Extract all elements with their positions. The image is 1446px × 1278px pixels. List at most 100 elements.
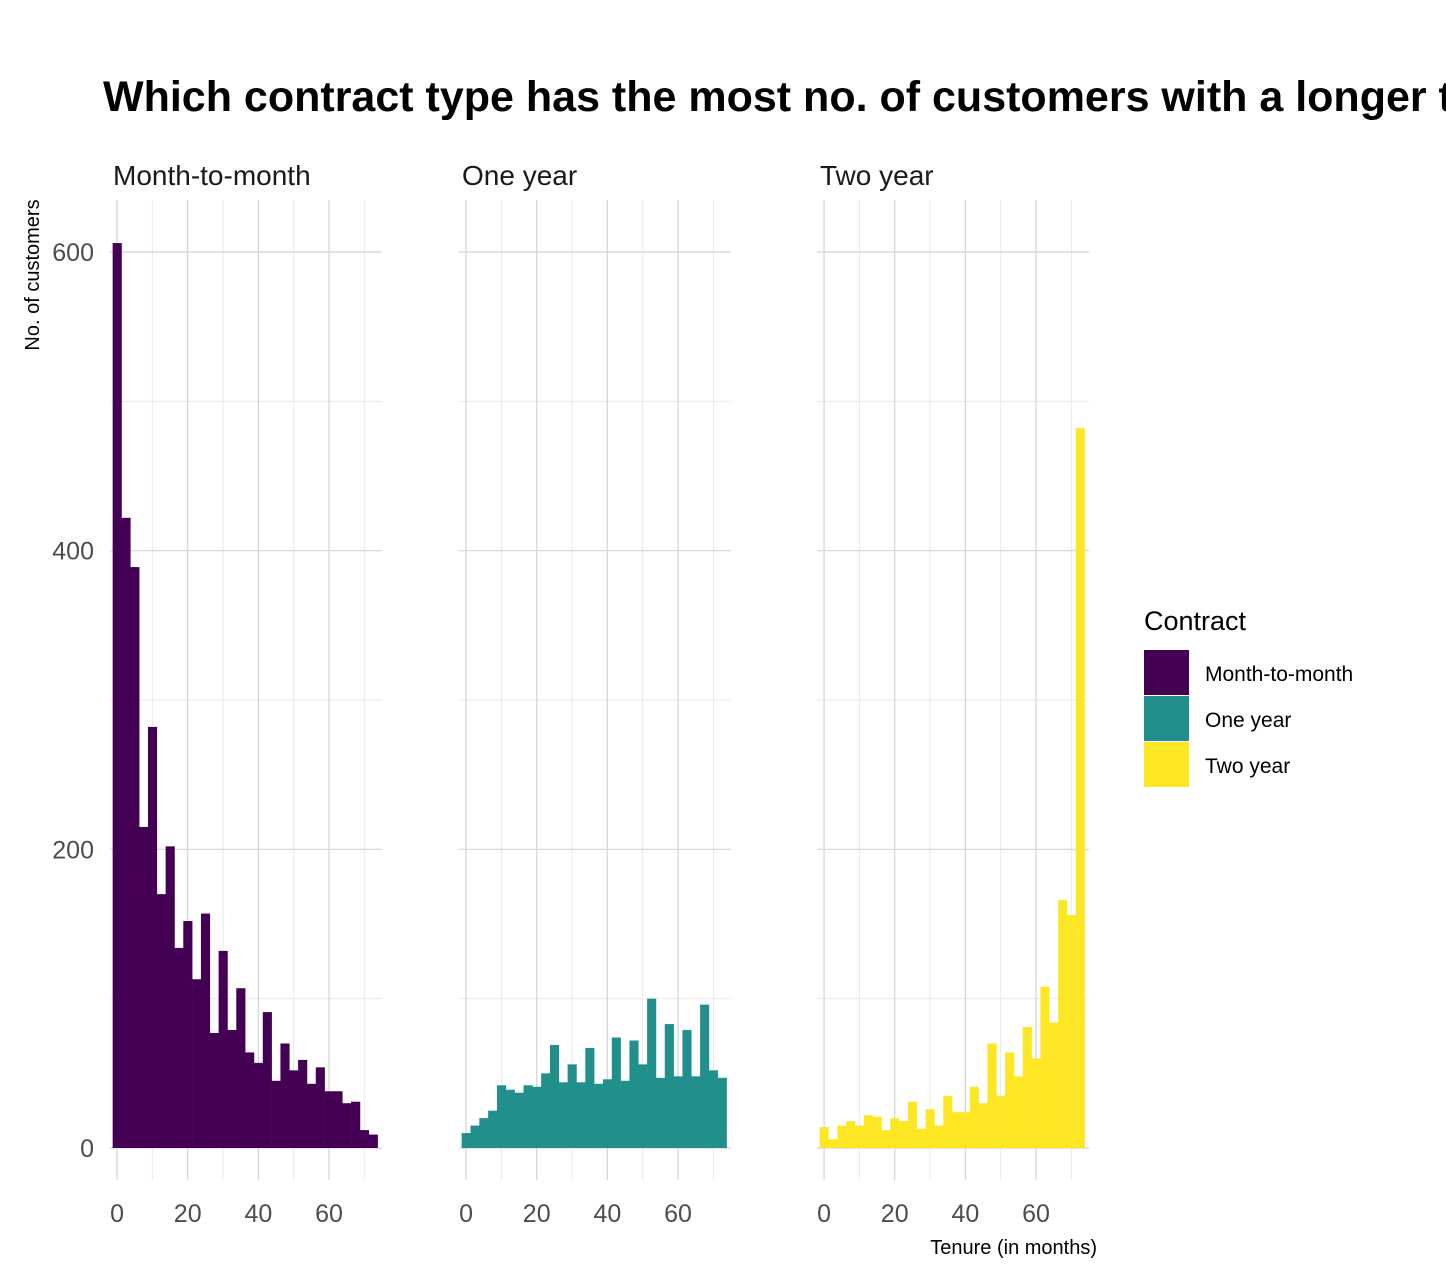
bar-two-year-0 <box>819 1127 829 1148</box>
y-tick-label: 200 <box>52 836 94 864</box>
bar-two-year-10 <box>907 1101 918 1148</box>
x-tick-label: 40 <box>951 1200 979 1228</box>
bar-month-to-month-0 <box>112 243 122 1149</box>
bar-one-year-9 <box>541 1073 551 1148</box>
bar-month-to-month-10 <box>200 913 211 1148</box>
bar-two-year-20 <box>996 1095 1006 1148</box>
facet-panel-one-year: One year 0 20 40 60 <box>459 160 731 1228</box>
bar-one-year-7 <box>523 1085 533 1148</box>
bar-one-year-21 <box>647 998 657 1148</box>
x-tick-label: 20 <box>174 1200 202 1228</box>
bar-two-year-18 <box>978 1103 988 1148</box>
y-tick-label: 600 <box>52 239 94 267</box>
legend-title: Contract <box>1144 606 1247 636</box>
bar-one-year-8 <box>532 1086 542 1148</box>
bar-month-to-month-14 <box>236 988 246 1148</box>
bar-two-year-7 <box>881 1130 891 1148</box>
y-tick-label: 400 <box>52 538 94 566</box>
bar-two-year-14 <box>943 1095 953 1148</box>
bar-month-to-month-6 <box>165 846 175 1148</box>
bar-one-year-10 <box>549 1044 560 1148</box>
legend-swatch-month-to-month <box>1144 650 1189 695</box>
bar-one-year-24 <box>673 1076 683 1148</box>
bar-two-year-8 <box>890 1118 900 1148</box>
bar-one-year-14 <box>585 1047 595 1148</box>
bar-month-to-month-27 <box>351 1101 361 1148</box>
chart-title: Which contract type has the most no. of … <box>103 73 1446 121</box>
bar-two-year-21 <box>1005 1052 1015 1148</box>
bar-one-year-5 <box>505 1089 515 1148</box>
bar-one-year-12 <box>567 1064 577 1148</box>
bar-one-year-28 <box>708 1070 719 1148</box>
legend-swatch-two-year <box>1144 742 1189 787</box>
bar-two-year-9 <box>899 1121 909 1148</box>
bar-one-year-18 <box>620 1080 630 1148</box>
x-tick-label: 60 <box>1022 1200 1050 1228</box>
bar-month-to-month-5 <box>156 894 166 1148</box>
x-tick-label: 40 <box>244 1200 272 1228</box>
x-tick-label: 20 <box>523 1200 551 1228</box>
bar-two-year-11 <box>916 1128 926 1148</box>
bar-month-to-month-13 <box>227 1030 237 1148</box>
bar-one-year-26 <box>691 1076 701 1148</box>
bar-month-to-month-20 <box>289 1070 299 1148</box>
bar-one-year-17 <box>611 1037 621 1148</box>
bar-month-to-month-8 <box>183 921 193 1148</box>
bar-month-to-month-11 <box>209 1033 219 1148</box>
bar-two-year-13 <box>934 1125 944 1148</box>
legend-label-two-year: Two year <box>1205 755 1290 778</box>
bar-one-year-15 <box>594 1083 604 1148</box>
bar-one-year-3 <box>488 1110 498 1148</box>
bar-two-year-15 <box>952 1112 962 1148</box>
facet-panel-month-to-month: Month-to-month 0 20 40 60 <box>110 160 382 1228</box>
bar-month-to-month-22 <box>306 1083 317 1148</box>
bar-month-to-month-19 <box>280 1043 290 1148</box>
bar-month-to-month-24 <box>324 1091 334 1148</box>
bar-one-year-22 <box>655 1077 666 1148</box>
bar-month-to-month-18 <box>271 1080 281 1148</box>
bar-month-to-month-7 <box>174 947 184 1148</box>
bar-two-year-2 <box>837 1125 847 1148</box>
facet-panel-two-year: Two year 0 20 40 60 <box>817 160 1089 1228</box>
bar-one-year-2 <box>479 1118 489 1148</box>
x-tick-label: 0 <box>817 1200 831 1228</box>
bar-two-year-28 <box>1066 915 1077 1148</box>
bar-one-year-16 <box>602 1079 613 1148</box>
bar-one-year-27 <box>700 1004 710 1148</box>
bar-month-to-month-1 <box>121 517 131 1148</box>
bar-one-year-1 <box>470 1125 480 1148</box>
x-tick-label: 0 <box>110 1200 124 1228</box>
bar-one-year-4 <box>496 1085 507 1148</box>
legend: Contract Month-to-month One year Two year <box>1144 606 1353 787</box>
facet-title-month-to-month: Month-to-month <box>113 160 311 191</box>
bar-month-to-month-25 <box>333 1091 343 1148</box>
bar-one-year-23 <box>664 1024 674 1148</box>
legend-label-month-to-month: Month-to-month <box>1205 663 1353 686</box>
x-tick-label: 0 <box>459 1200 473 1228</box>
bar-one-year-19 <box>629 1040 639 1148</box>
bar-two-year-24 <box>1031 1058 1041 1148</box>
bar-one-year-29 <box>717 1077 727 1148</box>
bar-two-year-5 <box>863 1115 873 1148</box>
bar-two-year-6 <box>872 1116 882 1148</box>
bar-two-year-12 <box>925 1109 935 1148</box>
bar-month-to-month-15 <box>245 1052 255 1148</box>
bar-month-to-month-2 <box>130 567 140 1148</box>
y-axis-title: No. of customers <box>22 199 44 350</box>
bar-two-year-29 <box>1075 428 1085 1148</box>
x-axis-title: Tenure (in months) <box>930 1237 1097 1259</box>
bar-one-year-0 <box>461 1133 471 1148</box>
bar-month-to-month-23 <box>315 1067 325 1148</box>
bar-month-to-month-17 <box>262 1012 272 1148</box>
bar-one-year-20 <box>638 1064 648 1148</box>
bar-two-year-4 <box>854 1125 865 1148</box>
facet-title-two-year: Two year <box>820 160 934 191</box>
bar-month-to-month-12 <box>218 950 228 1148</box>
bar-month-to-month-26 <box>342 1103 352 1148</box>
bar-one-year-6 <box>514 1092 524 1148</box>
bar-month-to-month-16 <box>253 1062 264 1148</box>
bar-month-to-month-29 <box>368 1134 378 1148</box>
